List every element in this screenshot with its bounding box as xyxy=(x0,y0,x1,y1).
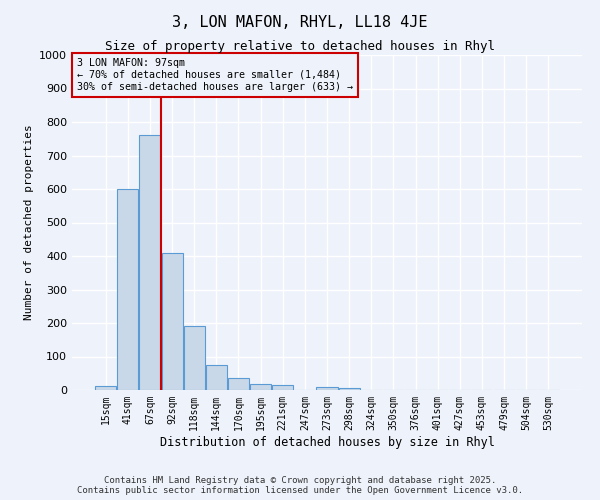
Bar xyxy=(206,364,227,390)
Text: 3, LON MAFON, RHYL, LL18 4JE: 3, LON MAFON, RHYL, LL18 4JE xyxy=(172,15,428,30)
Y-axis label: Number of detached properties: Number of detached properties xyxy=(23,124,34,320)
Text: 3 LON MAFON: 97sqm
← 70% of detached houses are smaller (1,484)
30% of semi-deta: 3 LON MAFON: 97sqm ← 70% of detached hou… xyxy=(77,58,353,92)
Bar xyxy=(184,326,205,390)
X-axis label: Distribution of detached houses by size in Rhyl: Distribution of detached houses by size … xyxy=(160,436,494,448)
Bar xyxy=(250,384,271,390)
Bar xyxy=(316,386,338,390)
Text: Size of property relative to detached houses in Rhyl: Size of property relative to detached ho… xyxy=(105,40,495,53)
Bar xyxy=(338,388,359,390)
Bar xyxy=(118,189,139,390)
Text: Contains HM Land Registry data © Crown copyright and database right 2025.
Contai: Contains HM Land Registry data © Crown c… xyxy=(77,476,523,495)
Bar xyxy=(228,378,249,390)
Bar xyxy=(161,252,182,390)
Bar xyxy=(95,386,116,390)
Bar xyxy=(139,134,160,390)
Bar xyxy=(272,384,293,390)
